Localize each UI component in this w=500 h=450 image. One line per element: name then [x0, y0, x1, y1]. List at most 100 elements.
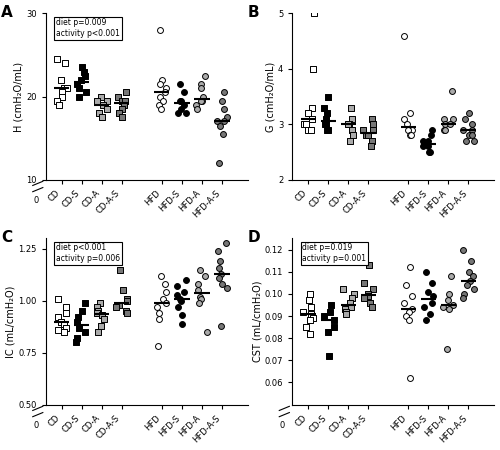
- Point: [402, 312, 410, 319]
- Point: [342, 310, 349, 317]
- Point: [428, 132, 436, 139]
- Point: [118, 105, 126, 112]
- Point: [404, 317, 412, 324]
- Point: [308, 104, 316, 111]
- Point: [100, 316, 108, 323]
- Point: [118, 114, 126, 121]
- Point: [178, 320, 186, 327]
- Point: [448, 87, 456, 94]
- Text: B: B: [248, 5, 260, 20]
- Point: [449, 302, 457, 309]
- Point: [440, 115, 448, 122]
- Point: [368, 115, 376, 122]
- Point: [63, 85, 71, 92]
- Point: [162, 289, 170, 296]
- Point: [348, 132, 356, 139]
- Point: [306, 290, 314, 297]
- Point: [93, 303, 101, 310]
- Point: [60, 85, 68, 92]
- Point: [223, 114, 231, 121]
- Point: [194, 105, 202, 112]
- Point: [326, 308, 334, 315]
- Point: [400, 115, 407, 122]
- Point: [364, 132, 372, 139]
- Point: [445, 306, 453, 313]
- Point: [344, 121, 352, 128]
- Point: [180, 89, 188, 96]
- Point: [440, 126, 448, 133]
- Point: [198, 97, 206, 104]
- Point: [448, 273, 456, 280]
- Point: [162, 299, 170, 306]
- Point: [428, 299, 436, 306]
- Point: [440, 304, 448, 311]
- Point: [60, 328, 68, 336]
- Point: [465, 132, 473, 139]
- Point: [364, 292, 372, 300]
- Point: [119, 287, 127, 294]
- Point: [159, 295, 167, 302]
- Point: [364, 290, 372, 297]
- Point: [156, 93, 164, 100]
- Point: [406, 109, 414, 117]
- Point: [429, 292, 437, 300]
- Point: [419, 137, 427, 144]
- Point: [122, 310, 130, 317]
- Point: [62, 310, 70, 317]
- Point: [402, 281, 409, 288]
- Point: [58, 89, 66, 96]
- Point: [114, 93, 122, 100]
- Point: [197, 81, 205, 88]
- Point: [420, 304, 428, 311]
- Point: [194, 299, 202, 306]
- Point: [310, 65, 318, 72]
- Point: [368, 137, 376, 144]
- Text: 0: 0: [33, 196, 38, 205]
- Point: [324, 93, 332, 100]
- Point: [74, 93, 82, 100]
- Point: [465, 268, 473, 275]
- Point: [216, 322, 224, 329]
- Point: [324, 328, 332, 335]
- Point: [300, 121, 308, 128]
- Point: [92, 97, 100, 104]
- Point: [346, 137, 354, 144]
- Point: [219, 130, 227, 138]
- Point: [103, 105, 111, 112]
- Point: [346, 299, 354, 306]
- Point: [178, 97, 186, 104]
- Point: [194, 287, 202, 294]
- Point: [197, 97, 205, 104]
- Point: [94, 328, 102, 336]
- Point: [404, 126, 411, 133]
- Point: [98, 312, 106, 319]
- Point: [200, 272, 208, 279]
- Point: [158, 97, 166, 104]
- Point: [348, 304, 356, 311]
- Point: [424, 143, 432, 150]
- Point: [406, 308, 413, 315]
- Point: [57, 318, 65, 325]
- Point: [310, 315, 318, 322]
- Point: [444, 297, 452, 304]
- Point: [302, 324, 310, 331]
- Point: [324, 126, 332, 133]
- Point: [408, 126, 416, 133]
- Point: [459, 246, 467, 253]
- Point: [369, 286, 377, 293]
- Point: [197, 85, 205, 92]
- Point: [176, 81, 184, 88]
- Point: [72, 318, 80, 325]
- Point: [54, 326, 62, 333]
- Point: [114, 109, 122, 117]
- Point: [61, 60, 69, 67]
- Point: [442, 346, 450, 353]
- Point: [174, 303, 182, 310]
- Point: [116, 266, 124, 273]
- Point: [360, 126, 368, 133]
- Point: [406, 132, 413, 139]
- Point: [460, 290, 468, 297]
- Point: [120, 97, 128, 104]
- Point: [350, 290, 358, 297]
- Point: [120, 101, 128, 108]
